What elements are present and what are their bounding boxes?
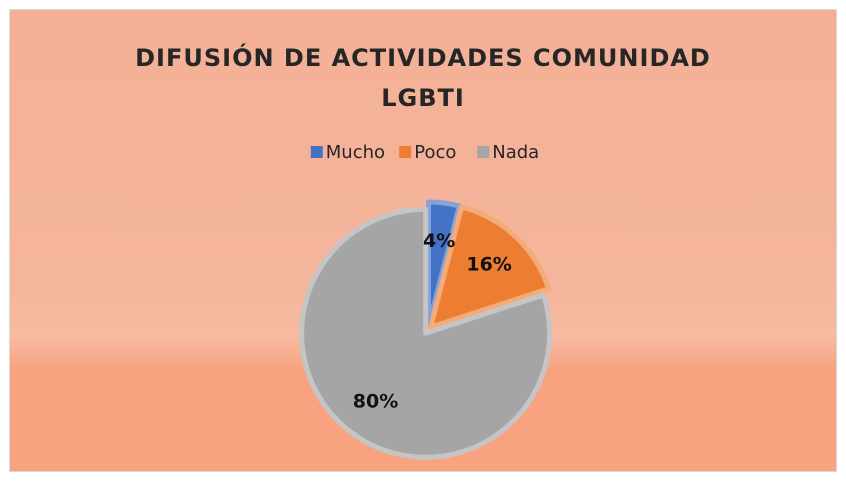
- legend-swatch: [477, 146, 490, 158]
- data-label: 80%: [353, 391, 398, 413]
- legend-swatch: [399, 146, 412, 158]
- legend-label: Nada: [492, 142, 539, 163]
- data-label: 4%: [423, 230, 455, 252]
- chart-title: DIFUSIÓN DE ACTIVIDADES COMUNIDAD LGBTI: [135, 44, 711, 112]
- legend-label: Poco: [414, 142, 456, 163]
- pie-slice: [428, 204, 552, 330]
- data-label: 16%: [466, 253, 511, 275]
- pie-slice: [299, 206, 553, 460]
- legend-swatch: [310, 146, 323, 158]
- legend-label: Mucho: [326, 142, 385, 163]
